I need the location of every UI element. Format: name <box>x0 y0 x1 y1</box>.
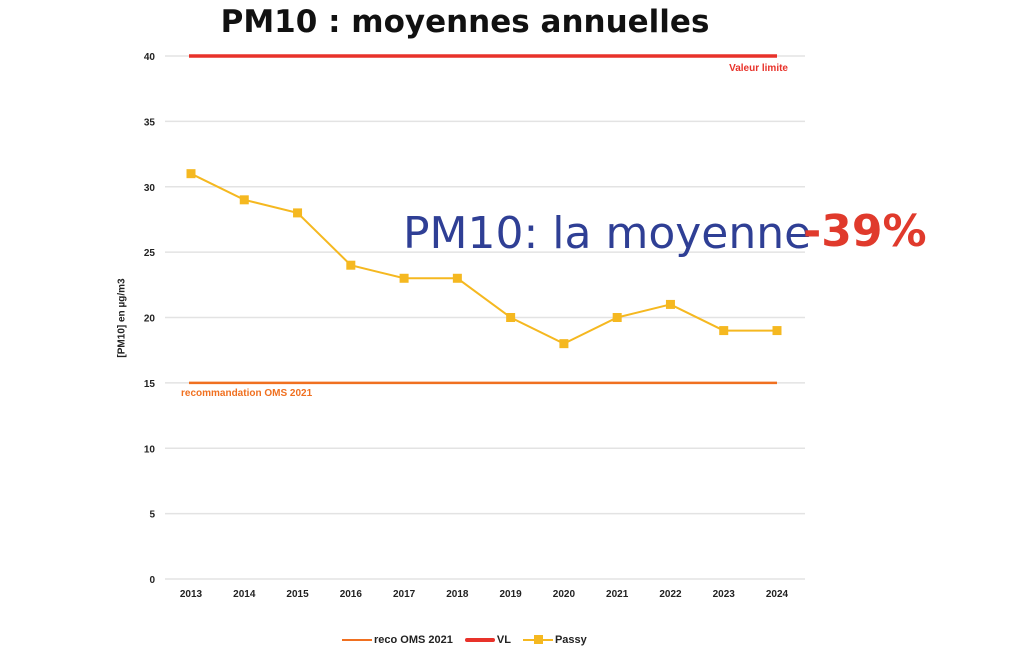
x-tick-label: 2015 <box>286 589 309 600</box>
legend-item-reco-oms: reco OMS 2021 <box>342 634 453 646</box>
y-tick-label: 25 <box>144 248 156 259</box>
legend-swatch <box>464 638 495 642</box>
passy-point-2013 <box>186 169 196 179</box>
y-tick-label: 35 <box>144 117 156 128</box>
passy-point-2023 <box>719 326 729 336</box>
legend-item-passy: Passy <box>522 634 587 646</box>
x-tick-label: 2023 <box>713 589 736 600</box>
x-tick-label: 2021 <box>606 589 629 600</box>
y-tick-label: 30 <box>144 183 156 194</box>
x-tick-label: 2018 <box>446 589 469 600</box>
passy-point-2017 <box>399 273 409 283</box>
legend-swatch <box>342 639 372 641</box>
y-tick-label: 0 <box>149 575 155 586</box>
legend-swatch <box>522 635 553 644</box>
y-tick-label: 40 <box>144 52 156 63</box>
passy-point-2021 <box>612 313 622 322</box>
x-tick-label: 2022 <box>659 589 682 600</box>
headline-change: -39% <box>803 206 927 257</box>
x-tick-label: 2017 <box>393 589 416 600</box>
chart-title: PM10 : moyennes annuelles <box>220 4 710 40</box>
passy-point-2016 <box>346 260 356 270</box>
passy-point-2019 <box>506 313 516 322</box>
y-tick-label: 15 <box>144 379 156 390</box>
x-tick-label: 2019 <box>500 589 523 600</box>
x-tick-label: 2016 <box>340 589 363 600</box>
headline-annotation: PM10: la moyenne <box>403 208 812 259</box>
x-tick-label: 2024 <box>766 589 789 600</box>
oms-label: recommandation OMS 2021 <box>181 388 313 399</box>
y-tick-label: 5 <box>149 510 155 521</box>
passy-point-2014 <box>239 195 249 205</box>
y-tick-label: 20 <box>144 314 156 325</box>
passy-line <box>190 172 777 345</box>
passy-point-2018 <box>452 273 462 283</box>
x-tick-label: 2013 <box>180 589 203 600</box>
passy-point-2015 <box>293 208 303 218</box>
passy-point-2022 <box>665 299 675 309</box>
passy-point-2020 <box>559 339 569 349</box>
vl-label: Valeur limite <box>729 63 788 74</box>
legend-label: Passy <box>554 634 587 646</box>
y-tick-label: 10 <box>144 444 156 455</box>
x-tick-label: 2020 <box>553 589 576 600</box>
legend: reco OMS 2021 VL Passy <box>342 634 587 646</box>
legend-item-vl: VL <box>464 634 511 646</box>
passy-point-2024 <box>772 326 782 336</box>
x-tick-label: 2014 <box>233 589 256 600</box>
legend-label: VL <box>496 634 511 646</box>
legend-label: reco OMS 2021 <box>374 634 453 646</box>
